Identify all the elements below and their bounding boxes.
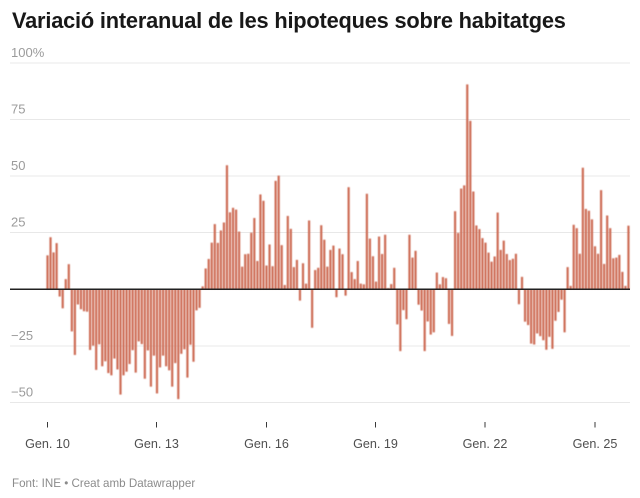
svg-text:Gen. 16: Gen. 16	[244, 437, 289, 451]
svg-text:100%: 100%	[11, 45, 45, 60]
svg-text:50: 50	[11, 158, 25, 173]
svg-text:Gen. 25: Gen. 25	[573, 437, 618, 451]
svg-text:Gen. 10: Gen. 10	[25, 437, 70, 451]
svg-text:Gen. 13: Gen. 13	[134, 437, 179, 451]
svg-text:Gen. 19: Gen. 19	[353, 437, 398, 451]
svg-text:−25: −25	[11, 328, 33, 343]
svg-text:75: 75	[11, 102, 25, 117]
svg-text:−50: −50	[11, 385, 33, 400]
svg-text:25: 25	[11, 215, 25, 230]
svg-text:Gen. 22: Gen. 22	[463, 437, 508, 451]
